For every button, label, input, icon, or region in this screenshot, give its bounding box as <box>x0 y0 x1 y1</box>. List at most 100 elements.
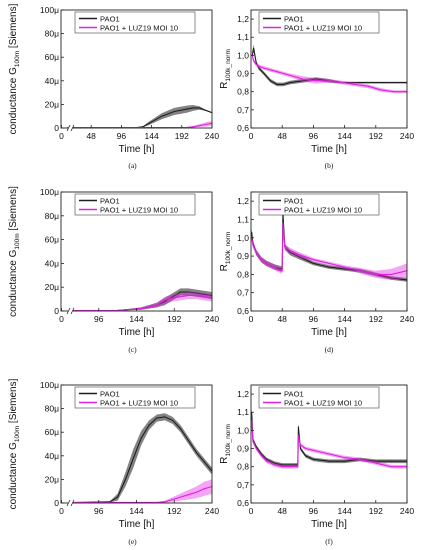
legend-label: PAO1 + LUZ19 MOI 10 <box>100 398 178 407</box>
data-point <box>255 64 257 65</box>
panel-caption: (a) <box>128 161 137 170</box>
x-tick-label: 240 <box>400 506 414 516</box>
x-axis-label: Time [h] <box>119 144 155 155</box>
x-tick-label: 0 <box>59 314 64 324</box>
data-point <box>354 83 356 85</box>
legend-box <box>74 11 196 34</box>
data-point <box>255 251 257 253</box>
series-error-band <box>251 408 407 467</box>
x-tick-label: 240 <box>400 314 414 324</box>
legend-label: PAO1 + LUZ19 MOI 10 <box>284 205 362 214</box>
data-point <box>198 107 200 109</box>
data-point <box>255 448 257 449</box>
x-tick-label: 144 <box>338 314 352 324</box>
data-point <box>172 499 174 500</box>
data-point <box>380 89 382 91</box>
data-point <box>328 266 330 268</box>
data-point <box>187 295 189 296</box>
data-point <box>302 78 304 80</box>
x-tick-label: 96 <box>309 131 319 141</box>
series-error-band <box>67 120 212 128</box>
data-point <box>253 47 255 49</box>
y-tick-label: 1,0 <box>237 425 249 435</box>
data-point <box>187 494 189 496</box>
plot-frame <box>250 191 408 312</box>
data-point <box>203 488 205 490</box>
series-error-band <box>70 413 213 503</box>
y-tick-label: 60μ <box>45 427 59 437</box>
data-point <box>140 437 142 439</box>
y-tick-label: 100μ <box>40 187 59 197</box>
data-point <box>148 424 150 426</box>
x-tick-label: 48 <box>86 131 96 141</box>
data-point <box>299 444 301 446</box>
data-point <box>273 266 275 268</box>
plot-frame <box>250 384 408 504</box>
x-tick-label: 240 <box>205 506 219 516</box>
y-axis-label: R100k_norm <box>219 49 232 89</box>
axis-break-mark <box>66 124 71 132</box>
data-point <box>252 244 254 246</box>
data-point <box>203 296 205 298</box>
x-tick-label: 240 <box>205 131 219 141</box>
legend-label: PAO1 + LUZ19 MOI 10 <box>284 23 362 32</box>
series-error-band <box>251 219 407 280</box>
x-tick-label: 96 <box>94 506 104 516</box>
legend-label: PAO1 + LUZ19 MOI 10 <box>100 23 178 32</box>
data-point <box>195 451 197 453</box>
data-point <box>266 262 268 264</box>
data-point <box>297 435 299 437</box>
data-point <box>315 80 317 82</box>
y-tick-label: 40μ <box>45 76 59 86</box>
data-point <box>164 301 166 302</box>
data-point <box>312 458 314 460</box>
y-tick-label: 0 <box>54 123 59 133</box>
data-point <box>328 262 330 264</box>
data-point <box>344 268 346 270</box>
legend-box <box>258 193 380 216</box>
axis-break-mark <box>66 499 71 507</box>
legend-label: PAO1 <box>100 389 120 398</box>
series-pao1-luz19 <box>69 479 213 504</box>
y-tick-label: 20μ <box>45 99 59 109</box>
y-tick-label: 60μ <box>45 52 59 62</box>
data-point <box>390 273 392 275</box>
x-axis-label: Time [h] <box>119 327 155 338</box>
data-point <box>289 82 291 84</box>
series-error-band <box>70 288 213 311</box>
x-axis-label: Time [h] <box>311 144 347 155</box>
data-point <box>359 270 361 272</box>
y-tick-label: 0,7 <box>237 105 249 115</box>
x-tick-label: 192 <box>369 506 383 516</box>
data-point <box>276 83 278 85</box>
data-point <box>164 501 166 503</box>
data-point <box>258 65 260 67</box>
axis-break-mark <box>70 307 75 315</box>
x-tick-label: 192 <box>175 131 189 141</box>
data-point <box>270 69 271 71</box>
chart-panel-c: 0 96 144 192 240 0 20μ 40μ 60μ 80μ 100μ Time [h] con… <box>8 186 219 354</box>
data-point <box>203 461 205 463</box>
legend-label: PAO1 <box>284 389 304 398</box>
data-point <box>289 466 291 468</box>
y-tick-label: 1,2 <box>237 389 249 399</box>
series-pao1-luz19 <box>251 51 408 94</box>
y-axis-label: conductance G100m [Siemens] <box>8 186 21 317</box>
legend-box <box>258 11 380 34</box>
y-tick-label: 60μ <box>45 235 59 245</box>
data-point <box>281 466 283 468</box>
y-tick-label: 1,0 <box>237 233 249 243</box>
data-point <box>354 82 356 84</box>
legend-box <box>258 386 380 409</box>
x-tick-label: 144 <box>129 314 143 324</box>
series-line <box>251 48 407 85</box>
x-tick-label: 48 <box>277 131 287 141</box>
axis-break-mark <box>70 124 75 132</box>
data-point <box>260 455 262 457</box>
chart-panel-b: 0 48 96 144 192 240 0,6 0,7 0,8 0,9 1,0 1,1 1,2 Time … <box>219 9 414 170</box>
y-tick-label: 0 <box>54 306 59 316</box>
x-tick-label: 0 <box>59 131 64 141</box>
axis-break-mark <box>70 499 75 507</box>
